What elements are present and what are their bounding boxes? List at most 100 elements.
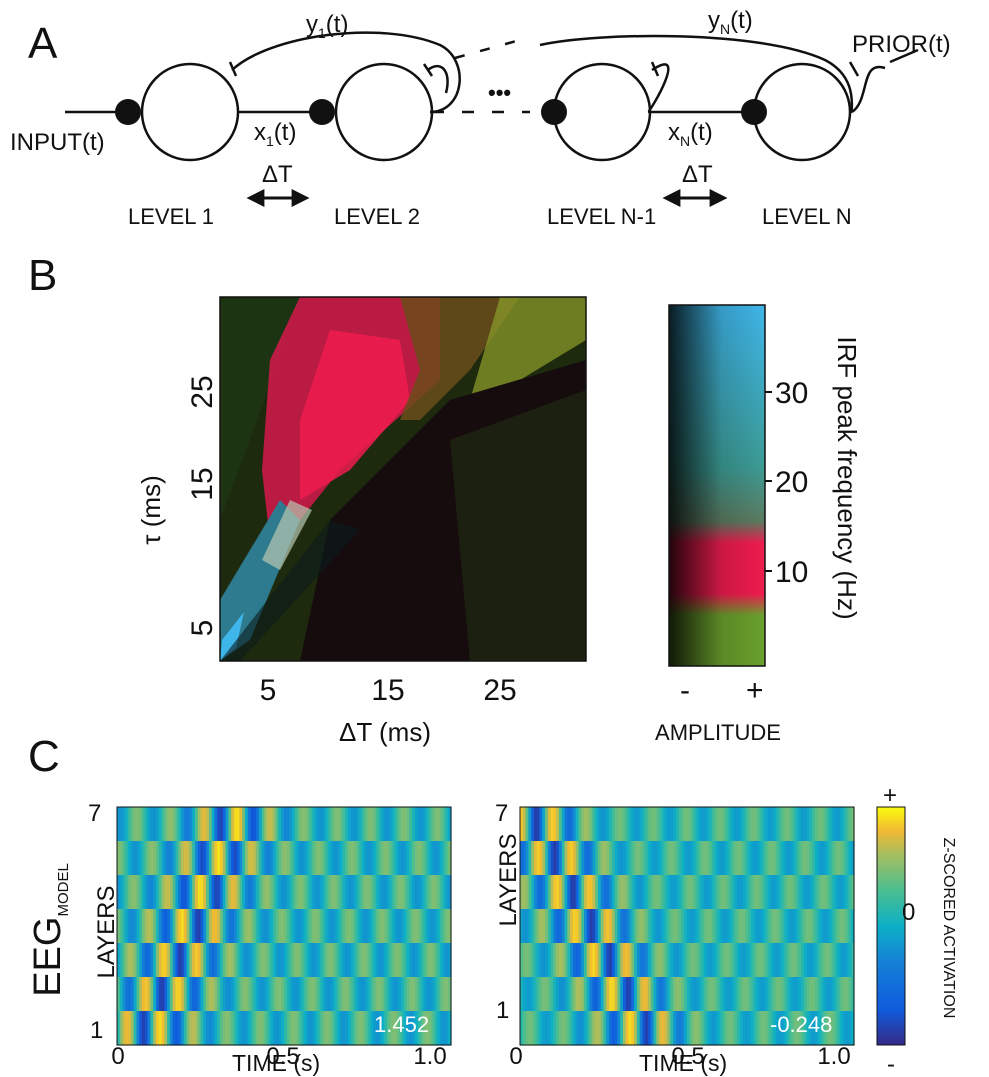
panel-label-c: C [28, 732, 60, 781]
activation-cell [425, 875, 430, 910]
activation-cell [817, 841, 822, 876]
activation-cell [661, 943, 666, 978]
activation-cell [620, 807, 624, 842]
activation-cell [542, 909, 546, 944]
activation-cell [403, 841, 408, 876]
activation-cell [122, 807, 126, 842]
activation-cell [742, 841, 747, 876]
activation-cell [155, 875, 160, 910]
activation-cell [756, 1011, 760, 1046]
activation-cell [776, 841, 780, 876]
activation-cell [245, 875, 249, 910]
activation-cell [197, 943, 202, 978]
activation-cell [222, 1011, 227, 1046]
activation-cell [178, 875, 182, 910]
activation-cell [578, 875, 582, 910]
activation-cell [425, 1011, 430, 1046]
activation-cell [553, 909, 557, 944]
activation-cell [420, 943, 424, 978]
activation-cell [753, 841, 758, 876]
activation-cell [698, 909, 702, 944]
activation-cell [412, 841, 416, 876]
activation-cell [687, 977, 691, 1012]
activation-cell [589, 1011, 593, 1046]
activation-cell [659, 943, 663, 978]
activation-cell [742, 977, 747, 1012]
activation-cell [767, 943, 772, 978]
left-ylabel: LAYERS [93, 886, 120, 979]
activation-cell [770, 909, 774, 944]
activation-cell [381, 909, 385, 944]
activation-cell [564, 875, 568, 910]
activation-cell [406, 875, 410, 910]
activation-cell [603, 1011, 607, 1046]
activation-cell [320, 841, 324, 876]
activation-cell [781, 807, 786, 842]
activation-cell [256, 875, 260, 910]
activation-cell [595, 943, 599, 978]
activation-cell [831, 943, 836, 978]
activation-cell [117, 977, 121, 1012]
activation-cell [295, 807, 299, 842]
activation-cell [556, 909, 560, 944]
activation-cell [128, 1011, 132, 1046]
activation-cell [420, 909, 424, 944]
activation-cell [253, 909, 257, 944]
activation-cell [373, 943, 377, 978]
activation-cell [353, 1011, 357, 1046]
activation-cell [164, 909, 168, 944]
activation-cell [219, 943, 224, 978]
activation-cell [206, 807, 210, 842]
activation-cell [789, 841, 794, 876]
activation-cell [700, 977, 705, 1012]
activation-cell [139, 943, 143, 978]
activation-cell [431, 1011, 435, 1046]
activation-cell [225, 807, 229, 842]
activation-cell [144, 943, 149, 978]
activation-cell [322, 977, 327, 1012]
activation-cell [525, 1011, 529, 1046]
activation-cell [739, 1011, 744, 1046]
activation-cell [748, 909, 752, 944]
activation-cell [767, 807, 772, 842]
activation-cell [322, 841, 327, 876]
activation-cell [153, 977, 157, 1012]
activation-cell [406, 943, 410, 978]
activation-cell [792, 943, 797, 978]
activation-cell [331, 909, 335, 944]
activation-cell [781, 977, 786, 1012]
activation-cell [286, 875, 291, 910]
activation-cell [589, 841, 593, 876]
activation-cell [681, 807, 685, 842]
activation-cell [398, 1011, 402, 1046]
activation-cell [356, 841, 360, 876]
activation-cell [820, 909, 824, 944]
activation-cell [378, 1011, 383, 1046]
activation-cell [417, 875, 421, 910]
activation-cell [245, 807, 249, 842]
activation-cell [597, 943, 602, 978]
activation-cell [412, 807, 416, 842]
activation-cell [425, 807, 430, 842]
activation-cell [762, 1011, 766, 1046]
activation-cell [250, 841, 254, 876]
activation-cell [381, 977, 385, 1012]
activation-cell [164, 841, 168, 876]
activation-cell [611, 909, 616, 944]
activation-cell [133, 875, 138, 910]
activation-cell [720, 943, 724, 978]
activation-cell [628, 807, 632, 842]
activation-cell [815, 807, 819, 842]
activation-cell [572, 841, 577, 876]
activation-cell [320, 807, 324, 842]
activation-cell [155, 943, 160, 978]
activation-cell [767, 875, 772, 910]
heatmap-xlabel: ΔT (ms) [339, 717, 431, 747]
activation-cell [125, 875, 129, 910]
activation-cell [756, 977, 760, 1012]
activation-cell [842, 943, 847, 978]
activation-cell [392, 1011, 396, 1046]
activation-cell [634, 807, 638, 842]
activation-cell [798, 807, 802, 842]
activation-cell [247, 943, 252, 978]
